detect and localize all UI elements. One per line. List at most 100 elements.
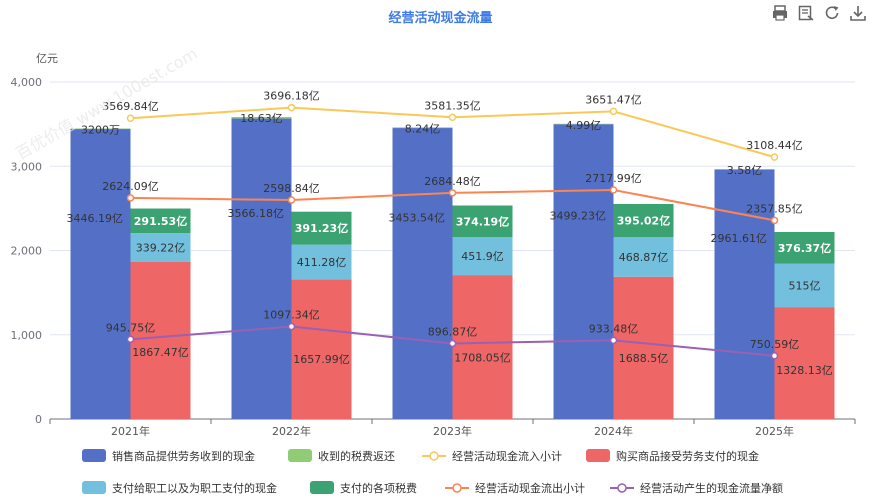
legend-label: 支付给职工以及为职工支付的现金: [112, 481, 277, 495]
legend-item: 支付给职工以及为职工支付的现金: [82, 481, 277, 495]
data-label: 3.58亿: [727, 164, 763, 177]
data-label: 8.24亿: [405, 122, 441, 135]
bar-segment: [291, 244, 352, 280]
legend-swatch: [288, 449, 312, 462]
bar-segment: [452, 237, 513, 276]
data-label: 3108.44亿: [746, 139, 803, 152]
data-label: 3651.47亿: [585, 93, 642, 106]
line-point: [448, 189, 457, 197]
data-label: 1328.13亿: [776, 364, 833, 377]
x-tick-label: 2021年: [111, 424, 150, 438]
data-label: 18.63亿: [240, 112, 283, 125]
bar-segment: [130, 233, 191, 262]
bar-segment: [231, 118, 292, 420]
line-point: [448, 113, 457, 122]
bar-segment: [774, 307, 835, 419]
line-point: [287, 322, 296, 331]
data-label: 1097.34亿: [263, 309, 320, 322]
data-label: 451.9亿: [461, 250, 504, 263]
legend-item: 支付的各项税费: [310, 481, 417, 495]
print-icon[interactable]: [771, 4, 789, 22]
data-view-icon[interactable]: [797, 4, 815, 22]
data-label: 3696.18亿: [263, 90, 320, 103]
y-tick-label: 3,000: [11, 160, 43, 173]
data-label: 750.59亿: [750, 338, 800, 351]
y-tick-label: 2,000: [11, 245, 43, 258]
legend-item: 经营活动产生的现金流量净额: [610, 481, 783, 495]
line-point: [770, 216, 779, 225]
data-label: 3569.84亿: [102, 100, 159, 113]
data-label: 2684.48亿: [424, 175, 481, 188]
legend-swatch: [617, 483, 627, 493]
data-label: 4.99亿: [566, 119, 602, 132]
bar-segment: [130, 261, 191, 419]
data-label: 1688.5亿: [619, 352, 669, 365]
data-label: 2624.09亿: [102, 180, 159, 193]
data-label: 933.48亿: [589, 322, 639, 335]
data-label: 3566.18亿: [228, 207, 285, 220]
data-label: 2598.84亿: [263, 182, 320, 195]
line-point: [126, 335, 135, 344]
line-point: [126, 194, 135, 202]
line-point: [448, 339, 457, 348]
data-label: 2717.99亿: [585, 172, 642, 185]
bar-segment: [70, 128, 131, 419]
line-point: [287, 196, 296, 204]
legend-label: 经营活动产生的现金流量净额: [640, 481, 783, 495]
y-tick-label: 1,000: [11, 329, 43, 342]
bar-segment: [714, 169, 775, 170]
bar-segment: [774, 263, 835, 308]
line-point: [126, 114, 135, 122]
legend-swatch: [429, 451, 439, 461]
line-point: [609, 336, 618, 345]
legend-item: 购买商品接受劳务支付的现金: [586, 449, 759, 463]
data-label: 3453.54亿: [389, 212, 446, 225]
legend-item: 收到的税费返还: [288, 449, 395, 463]
download-icon[interactable]: [849, 4, 867, 22]
bar-segment: [553, 123, 614, 125]
bar-segment: [392, 128, 453, 420]
legend-swatch: [82, 481, 106, 494]
bar-segment: [130, 208, 191, 234]
data-label: 468.87亿: [619, 251, 669, 264]
x-tick-label: 2023年: [433, 424, 472, 438]
data-label: 291.53亿: [134, 214, 187, 228]
data-label: 391.23亿: [295, 221, 348, 235]
legend-label: 销售商品提供劳务收到的现金: [112, 449, 255, 463]
data-label: 2961.61亿: [711, 232, 768, 245]
line-point: [609, 186, 618, 194]
legend-item: 销售商品提供劳务收到的现金: [82, 449, 255, 463]
refresh-icon[interactable]: [823, 4, 841, 22]
legend-item: 经营活动现金流入小计: [422, 449, 562, 463]
legend-swatch: [452, 483, 462, 493]
bar-segment: [231, 116, 292, 119]
data-label: 3200万: [81, 124, 120, 137]
bar-segment: [774, 232, 835, 264]
bar-segment: [553, 124, 614, 419]
bar-segment: [70, 128, 131, 130]
data-label: 374.19亿: [456, 214, 509, 228]
data-label: 896.87亿: [428, 325, 478, 338]
data-label: 3581.35亿: [424, 99, 481, 112]
chart-toolbar: [771, 4, 867, 22]
x-tick-label: 2022年: [272, 424, 311, 438]
line-point: [770, 352, 779, 360]
legend-item: 经营活动现金流出小计: [445, 481, 585, 495]
chart-title: 经营活动现金流量: [388, 11, 493, 26]
x-tick-label: 2024年: [594, 424, 633, 438]
legend-label: 购买商品接受劳务支付的现金: [616, 449, 759, 463]
bar-segment: [291, 279, 352, 419]
legend-label: 支付的各项税费: [340, 481, 417, 495]
data-label: 1657.99亿: [293, 353, 350, 366]
data-label: 2357.85亿: [746, 202, 803, 215]
bar-segment: [452, 205, 513, 238]
line-point: [287, 103, 296, 112]
legend-label: 收到的税费返还: [318, 449, 395, 463]
line-point: [609, 107, 618, 116]
data-label: 3499.23亿: [550, 210, 607, 223]
data-label: 945.75亿: [106, 321, 156, 334]
data-label: 515亿: [789, 279, 821, 292]
y-tick-label: 0: [35, 413, 42, 426]
legend-swatch: [82, 449, 106, 462]
